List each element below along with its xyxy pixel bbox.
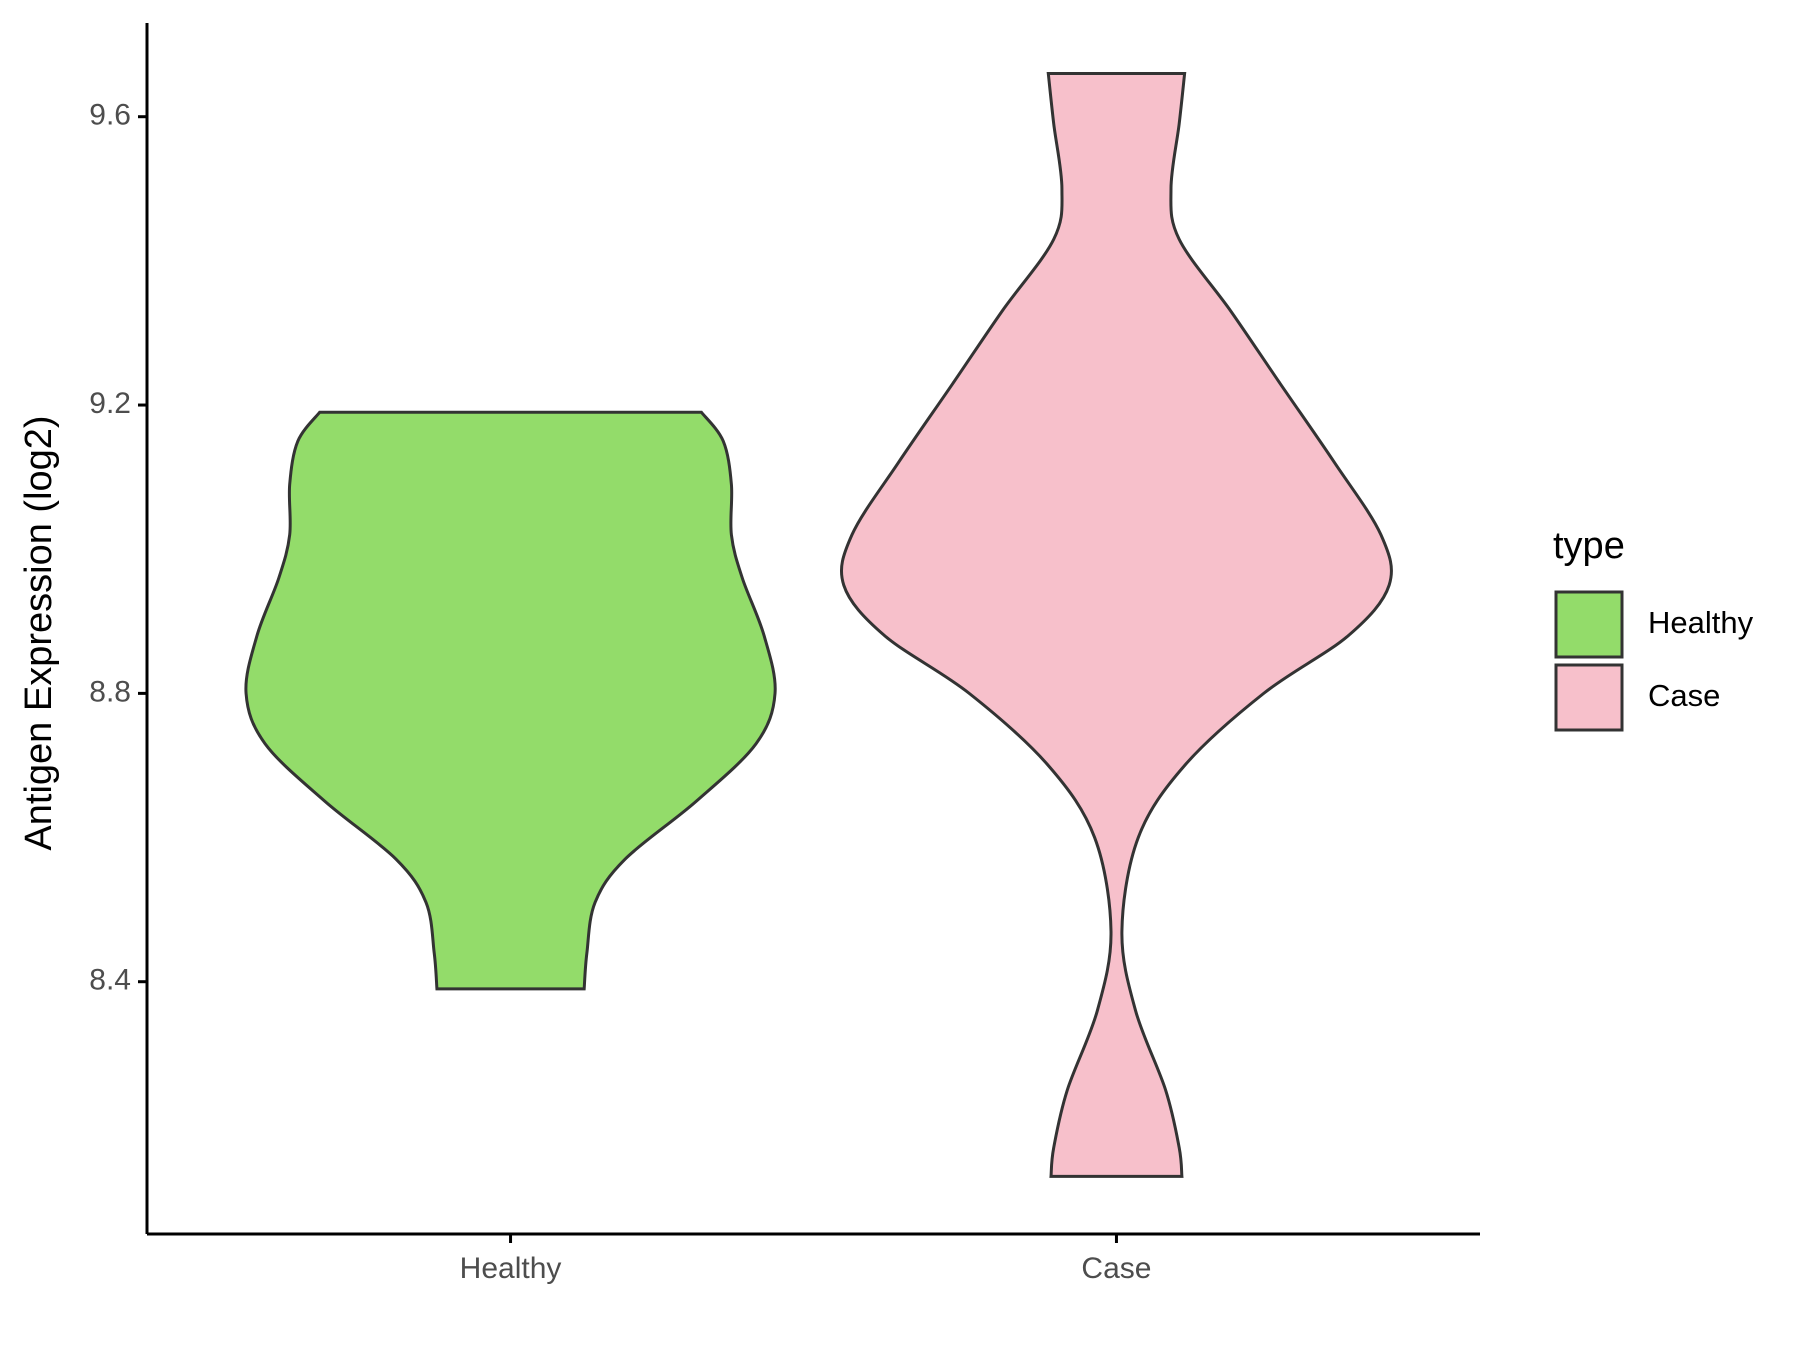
y-tick-label: 9.6 [89,99,131,132]
violin [839,71,1393,1178]
y-tick-label: 8.8 [89,675,131,708]
x-tick-label: Case [1081,1252,1151,1285]
legend-label: Healthy [1648,605,1754,640]
y-axis-title: Antigen Expression (log2) [18,415,60,850]
legend-label: Case [1648,678,1720,713]
violin [244,410,777,991]
legend-key [1554,590,1624,659]
legend-title: type [1553,525,1625,567]
legend-key [1554,663,1624,732]
x-tick-label: Healthy [460,1252,562,1285]
y-tick-label: 8.4 [89,964,131,997]
y-tick-label: 9.2 [89,387,131,420]
